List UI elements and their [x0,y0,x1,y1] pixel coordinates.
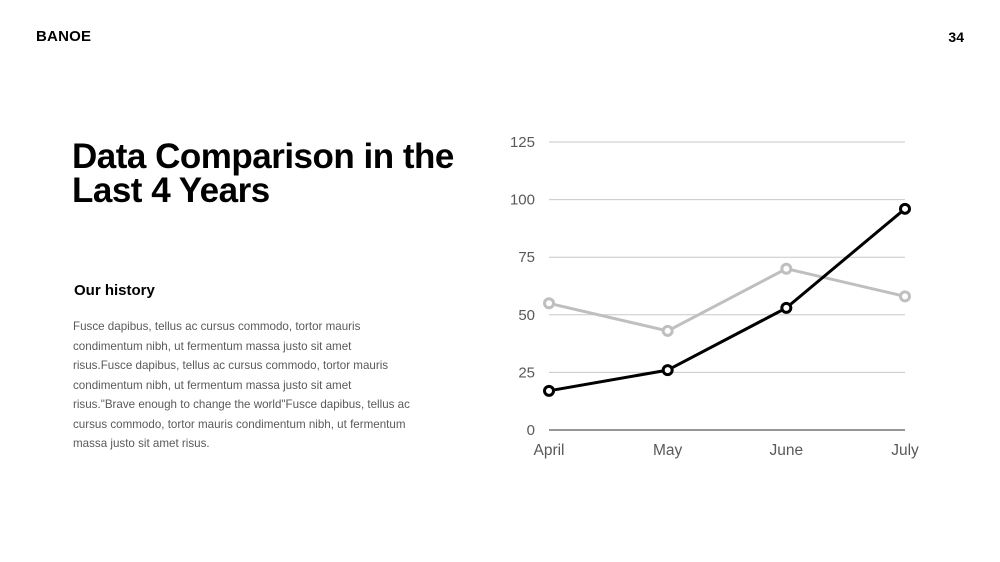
y-tick-label: 125 [510,134,535,151]
data-point [543,384,555,397]
line-chart: 0 25 50 75 100 125 April May June July [510,134,919,459]
x-tick-label: April [533,442,564,459]
x-axis-tick-labels: April May June July [533,442,919,459]
chart-series [543,202,911,397]
data-point [780,262,793,275]
x-tick-label: May [653,442,683,459]
data-point [780,301,793,314]
data-point [543,297,555,310]
y-tick-label: 25 [518,364,535,381]
data-point [899,290,911,303]
brand-logo-text: BANOE [36,28,92,45]
y-tick-label: 100 [510,192,535,209]
y-tick-label: 0 [527,422,535,439]
series-line [548,267,906,333]
y-tick-label: 75 [518,249,535,266]
page-number: 34 [948,29,964,45]
series-line [548,207,906,393]
y-tick-label: 50 [518,307,535,324]
data-point [661,364,674,377]
chart-gridlines [549,141,905,431]
page-title: Data Comparison in the Last 4 Years [72,137,454,210]
data-point [661,324,674,337]
data-point [899,202,911,215]
body-paragraph: Fusce dapibus, tellus ac cursus commodo,… [73,320,410,450]
section-subtitle: Our history [74,282,155,299]
series-1 [543,262,911,337]
y-axis-tick-labels: 0 25 50 75 100 125 [510,134,535,439]
x-tick-label: June [770,442,804,459]
series-2 [543,202,911,397]
x-tick-label: July [891,442,919,459]
